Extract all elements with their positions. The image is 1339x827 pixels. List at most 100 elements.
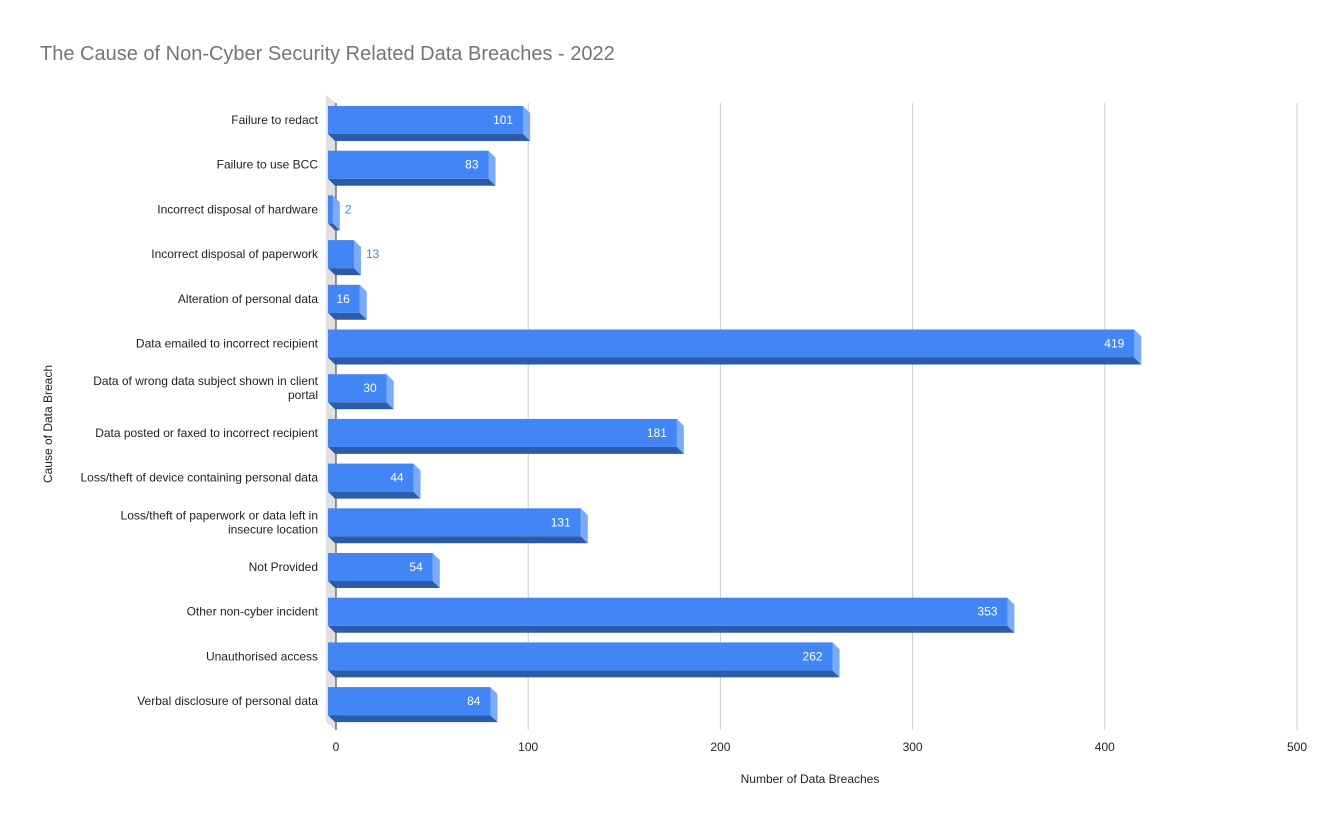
- bar-front-face: [328, 642, 833, 671]
- bar-side-face: [432, 553, 440, 588]
- category-labels: Failure to redact Failure to use BCC Incor…: [81, 113, 319, 708]
- x-axis-title: Number of Data Breaches: [741, 772, 880, 786]
- y-axis-title: Cause of Data Breach: [41, 365, 55, 483]
- x-tick-label-3: 300: [903, 740, 923, 754]
- category-label-line: Data of wrong data subject shown in clie…: [93, 374, 318, 388]
- category-label-line: Data emailed to incorrect recipient: [136, 337, 319, 351]
- bars: 101 83 2 13 16 419 30 181 44 131 54 353 262 84: [328, 106, 1142, 723]
- category-label-line: Incorrect disposal of hardware: [157, 202, 318, 216]
- category-label-line: Other non-cyber incident: [187, 605, 319, 619]
- bar-front-face: [328, 597, 1008, 626]
- bar-bottom-face: [328, 178, 496, 186]
- axis-wall-face: [326, 95, 336, 730]
- category-label-9: Loss/theft of paperwork or data left in i…: [121, 508, 318, 536]
- bar-6: [328, 374, 394, 410]
- bar-bottom-face: [328, 357, 1142, 365]
- bar-side-face: [1007, 597, 1015, 633]
- category-label-line: Unauthorised access: [206, 649, 318, 663]
- data-label-13: 84: [467, 694, 481, 708]
- bar-side-face: [490, 687, 498, 723]
- bar-front-face: [328, 418, 677, 447]
- category-label-7: Data posted or faxed to incorrect recipi…: [95, 426, 318, 440]
- category-label-0: Failure to redact: [231, 113, 318, 127]
- category-label-line: Incorrect disposal of paperwork: [151, 247, 319, 261]
- data-label-4: 16: [336, 292, 350, 306]
- data-label-0: 101: [493, 113, 513, 127]
- bar-1: [328, 150, 496, 186]
- category-label-12: Unauthorised access: [206, 649, 318, 663]
- data-label-2: 2: [345, 202, 352, 216]
- x-tick-label-0: 0: [333, 740, 340, 754]
- data-label-3: 13: [366, 247, 380, 261]
- chart-title: The Cause of Non-Cyber Security Related …: [40, 43, 615, 65]
- bar-front-face: [328, 195, 333, 224]
- bar-front-face: [328, 463, 414, 492]
- data-label-6: 30: [363, 381, 377, 395]
- bar-side-face: [332, 195, 340, 231]
- bar-8: [328, 463, 421, 499]
- category-label-3: Incorrect disposal of paperwork: [151, 247, 319, 261]
- bar-2: [328, 195, 340, 231]
- bar-bottom-face: [328, 491, 421, 499]
- bar-bottom-face: [328, 581, 440, 588]
- bar-12: [328, 642, 840, 678]
- data-label-10: 54: [409, 560, 423, 574]
- category-label-line: Data posted or faxed to incorrect recipi…: [95, 426, 318, 440]
- data-label-8: 44: [390, 471, 404, 485]
- category-label-line: Alteration of personal data: [178, 292, 318, 306]
- bar-11: [328, 597, 1015, 633]
- category-label-line: Loss/theft of paperwork or data left in: [121, 508, 318, 522]
- bar-bottom-face: [328, 446, 684, 454]
- category-label-11: Other non-cyber incident: [187, 605, 319, 619]
- axis-wall: [326, 95, 337, 730]
- bar-bottom-face: [328, 312, 367, 320]
- category-label-4: Alteration of personal data: [178, 292, 318, 306]
- category-label-10: Not Provided: [249, 560, 318, 574]
- bar-side-face: [413, 463, 421, 499]
- bar-front-face: [328, 508, 581, 537]
- x-tick-label-5: 500: [1287, 740, 1307, 754]
- bar-bottom-face: [328, 670, 840, 678]
- data-label-5: 419: [1104, 337, 1124, 351]
- data-label-12: 262: [803, 649, 823, 663]
- bar-5: [328, 329, 1142, 365]
- data-label-11: 353: [977, 605, 997, 619]
- data-label-1: 83: [465, 158, 479, 172]
- category-label-2: Incorrect disposal of hardware: [157, 202, 318, 216]
- category-label-line: Failure to redact: [231, 113, 318, 127]
- category-label-5: Data emailed to incorrect recipient: [136, 337, 319, 351]
- bar-side-face: [832, 642, 840, 678]
- x-tick-label-1: 100: [518, 740, 538, 754]
- bar-side-face: [359, 284, 367, 320]
- category-label-6: Data of wrong data subject shown in clie…: [93, 374, 318, 402]
- bar-10: [328, 553, 440, 588]
- bar-7: [328, 418, 684, 454]
- category-label-line: Not Provided: [249, 560, 318, 574]
- data-label-9: 131: [551, 515, 571, 529]
- bar-front-face: [328, 687, 491, 716]
- bar-bottom-face: [328, 223, 340, 231]
- bar-bottom-face: [328, 536, 588, 544]
- category-label-line: Verbal disclosure of personal data: [137, 694, 318, 708]
- bar-3: [328, 240, 361, 276]
- bar-side-face: [523, 106, 531, 141]
- data-label-7: 181: [647, 426, 667, 440]
- bar-side-face: [676, 418, 684, 454]
- bar-bottom-face: [328, 715, 498, 723]
- bar-9: [328, 508, 588, 544]
- bar-bottom-face: [328, 402, 394, 410]
- bar-side-face: [1134, 329, 1142, 365]
- bar-front-face: [328, 240, 354, 269]
- category-label-line: insecure location: [228, 522, 318, 536]
- bar-front-face: [328, 106, 524, 134]
- category-label-line: portal: [288, 388, 318, 402]
- bar-front-face: [328, 374, 387, 403]
- category-label-13: Verbal disclosure of personal data: [137, 694, 318, 708]
- bar-side-face: [488, 150, 496, 186]
- bar-bottom-face: [328, 268, 361, 276]
- category-label-line: Loss/theft of device containing personal…: [81, 471, 319, 485]
- bar-bottom-face: [328, 625, 1015, 633]
- bar-front-face: [328, 553, 433, 581]
